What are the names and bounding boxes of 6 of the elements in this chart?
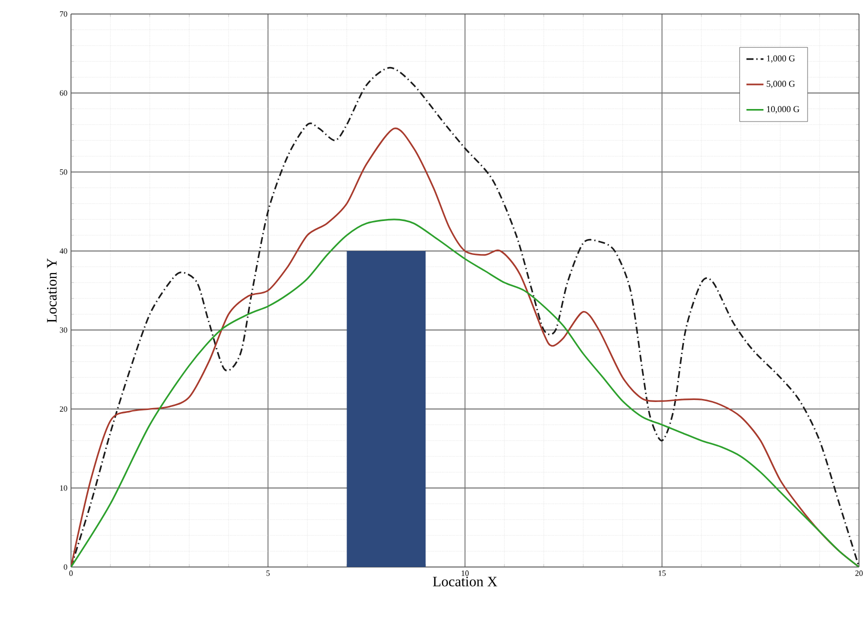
legend-label: 10,000 G: [767, 106, 800, 114]
x-axis-title: Location X: [432, 576, 498, 586]
legend-label: 1,000 G: [767, 55, 795, 63]
legend-label: 5,000 G: [766, 80, 795, 88]
line-series: [71, 218, 860, 567]
y-axis-title: Location Y: [47, 258, 57, 323]
